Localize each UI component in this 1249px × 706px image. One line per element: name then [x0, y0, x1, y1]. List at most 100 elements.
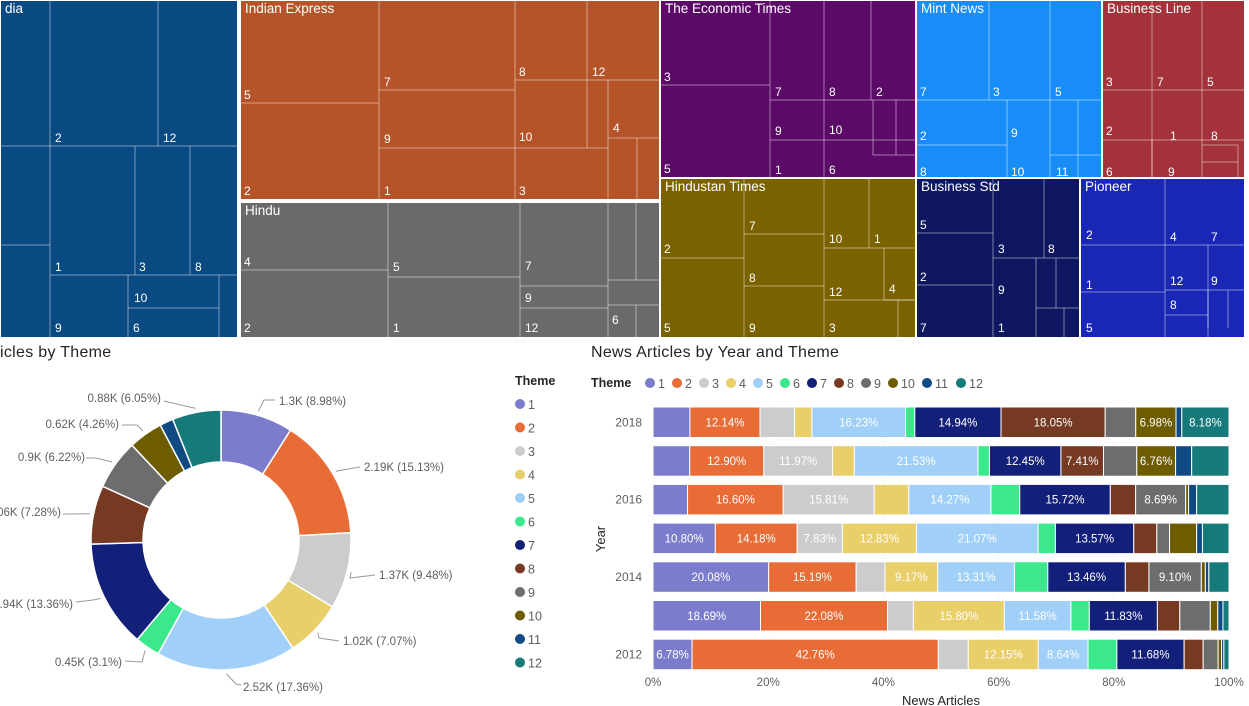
bar-segment-1[interactable]	[652, 561, 770, 593]
treemap-group[interactable]: Mint News 7 3 5 2 9 8 10 11	[915, 0, 1103, 179]
legend-item-3[interactable]: 3	[515, 445, 535, 459]
bar-row-2012[interactable]: 6.78% 42.76% 12.15% 8.64% 11.68%	[652, 638, 1230, 671]
bar-segment-5[interactable]	[1003, 600, 1072, 632]
bar-segment-8[interactable]	[1109, 483, 1137, 516]
bar-segment-3[interactable]	[937, 638, 969, 671]
treemap-group[interactable]: Business Line 3 7 5 2 1 8 6 9	[1101, 0, 1246, 179]
legend-item-4[interactable]: 4	[515, 469, 535, 483]
bar-segment-10[interactable]	[1136, 445, 1177, 477]
bar-segment-3[interactable]	[887, 600, 914, 632]
bar-segment-5[interactable]	[811, 406, 907, 438]
treemap-group-tile[interactable]	[915, 0, 1103, 179]
bar-segment-11[interactable]	[1175, 406, 1183, 438]
bar-segment-7[interactable]	[1088, 600, 1158, 632]
bar-segment-10[interactable]	[1209, 600, 1219, 632]
bar-segment-7[interactable]	[1054, 522, 1135, 555]
legend-item-12[interactable]: 12	[515, 657, 542, 671]
bar-segment-12[interactable]	[1223, 638, 1230, 671]
legend-item-5[interactable]: 5	[515, 492, 535, 506]
bar-legend-item-8[interactable]: 8	[834, 377, 854, 391]
legend-item-1[interactable]: 1	[515, 398, 535, 412]
bar-segment-3[interactable]	[855, 561, 886, 593]
bar-segment-6[interactable]	[905, 406, 916, 438]
bar-segment-4[interactable]	[832, 445, 855, 477]
bar-segment-3[interactable]	[796, 522, 843, 555]
bar-segment-1[interactable]	[652, 600, 762, 632]
legend-item-11[interactable]: 11	[515, 633, 541, 647]
bar-segment-1[interactable]	[652, 483, 689, 516]
bar-segment-9[interactable]	[1104, 406, 1137, 438]
bar-segment-1[interactable]	[652, 445, 691, 477]
bar-segment-2[interactable]	[691, 638, 939, 671]
bar-segment-6[interactable]	[1037, 522, 1056, 555]
bar-segment-11[interactable]	[1204, 561, 1210, 593]
bar-segment-6[interactable]	[990, 483, 1021, 516]
bar-legend-item-2[interactable]: 2	[672, 377, 692, 391]
bar-segment-8[interactable]	[1060, 445, 1104, 477]
treemap-group-tile[interactable]	[659, 0, 917, 179]
bar-legend-item-1[interactable]: 1	[645, 377, 665, 391]
bar-segment-8[interactable]	[1133, 522, 1158, 555]
bar-segment-4[interactable]	[967, 638, 1039, 671]
bar-segment-8[interactable]	[1124, 561, 1150, 593]
bar-segment-3[interactable]	[782, 483, 875, 516]
treemap-group[interactable]: Hindu 4 5 7 9 2 1 12 6	[239, 201, 661, 338]
bar-segment-4[interactable]	[912, 600, 1005, 632]
bar-segment-6[interactable]	[1070, 600, 1090, 632]
bar-legend-item-9[interactable]: 9	[861, 377, 881, 391]
treemap-group-tile[interactable]	[239, 0, 661, 201]
bar-segment-9[interactable]	[1135, 483, 1187, 516]
bar-segment-9[interactable]	[1148, 561, 1202, 593]
treemap-group[interactable]: Business Std 5 3 8 2 9 7 1	[915, 177, 1081, 338]
treemap-group[interactable]: Pioneer 2 4 7 1 12 9 8 5	[1079, 177, 1246, 338]
bar-segment-7[interactable]	[1019, 483, 1111, 516]
bar-legend-item-12[interactable]: 12	[956, 377, 983, 391]
legend-item-9[interactable]: 9	[515, 586, 535, 600]
bar-segment-11[interactable]	[1188, 483, 1198, 516]
bar-segment-1[interactable]	[652, 638, 693, 671]
bar-legend-item-4[interactable]: 4	[726, 377, 746, 391]
bar-segment-1[interactable]	[652, 522, 716, 555]
bar-segment-1[interactable]	[652, 406, 691, 438]
treemap-group-tile[interactable]	[0, 0, 239, 338]
bar-row-2014[interactable]: 20.08% 15.19% 9.17% 13.31% 13.46% 9.10%	[652, 561, 1230, 593]
bar-segment-6[interactable]	[1087, 638, 1118, 671]
bar-legend-item-3[interactable]: 3	[699, 377, 719, 391]
treemap-group[interactable]: The Economic Times 3 7 8 2 9 10 5 1 6	[659, 0, 917, 179]
bar-segment-2[interactable]	[689, 445, 765, 477]
bar-row-2018[interactable]: 12.14% 16.23% 14.94% 18.05% 6.98% 8.18%	[652, 406, 1230, 438]
bar-segment-12[interactable]	[1208, 561, 1230, 593]
treemap-group-tile[interactable]	[659, 177, 917, 338]
bar-segment-5[interactable]	[853, 445, 979, 477]
bar-segment-5[interactable]	[915, 522, 1039, 555]
bar-segment-4[interactable]	[873, 483, 910, 516]
bar-row-2017[interactable]: 12.90% 11.97% 21.53% 12.45% 7.41% 6.76%	[652, 445, 1230, 477]
bar-segment-5[interactable]	[937, 561, 1015, 593]
bar-segment-10[interactable]	[1200, 561, 1206, 593]
bar-segment-7[interactable]	[1116, 638, 1185, 671]
bar-segment-8[interactable]	[1156, 600, 1181, 632]
bar-row-2015[interactable]: 10.80% 14.18% 7.83% 12.83% 21.07% 13.57%	[652, 522, 1230, 555]
legend-item-2[interactable]: 2	[515, 422, 535, 436]
bar-segment-4[interactable]	[794, 406, 813, 438]
bar-segment-10[interactable]	[1217, 638, 1223, 671]
treemap-group-tile[interactable]	[1101, 0, 1246, 179]
bar-segment-7[interactable]	[1047, 561, 1126, 593]
legend-item-10[interactable]: 10	[515, 610, 542, 624]
bar-segment-3[interactable]	[759, 406, 796, 438]
bar-legend-item-10[interactable]: 10	[888, 377, 915, 391]
bar-segment-9[interactable]	[1156, 522, 1171, 555]
legend-item-6[interactable]: 6	[515, 516, 535, 530]
legend-item-8[interactable]: 8	[515, 563, 535, 577]
bar-segment-2[interactable]	[687, 483, 784, 516]
treemap-group[interactable]: Hindustan Times 2 7 10 1 8 12 4 5 9 3	[659, 177, 917, 338]
bar-segment-6[interactable]	[1013, 561, 1049, 593]
bar-segment-2[interactable]	[689, 406, 761, 438]
bar-segment-2[interactable]	[714, 522, 798, 555]
bar-segment-11[interactable]	[1175, 445, 1193, 477]
bar-segment-12[interactable]	[1222, 600, 1230, 632]
bar-row-2016[interactable]: 16.60% 15.81% 14.27% 15.72% 8.69%	[652, 483, 1230, 516]
bar-segment-10[interactable]	[1169, 522, 1198, 555]
legend-item-7[interactable]: 7	[515, 539, 535, 553]
bar-segment-8[interactable]	[1183, 638, 1204, 671]
